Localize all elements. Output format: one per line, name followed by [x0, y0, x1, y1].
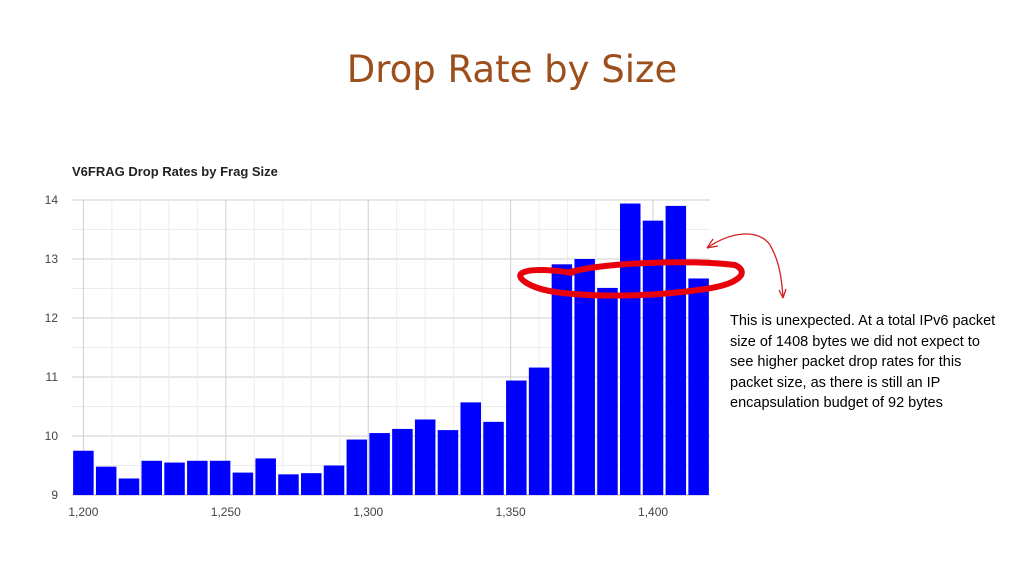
y-tick-label: 14	[45, 193, 59, 207]
bar	[642, 220, 664, 495]
slide-title: Drop Rate by Size	[346, 48, 678, 91]
bar	[369, 433, 390, 495]
bar	[95, 466, 117, 495]
bar	[460, 402, 482, 495]
bars	[73, 203, 709, 496]
highlight-ellipse	[517, 259, 745, 299]
bar	[437, 430, 459, 495]
x-tick-label: 1,400	[638, 505, 668, 519]
bar	[597, 287, 618, 495]
annotation-text: This is unexpected. At a total IPv6 pack…	[730, 313, 996, 412]
x-tick-label: 1,300	[353, 505, 383, 519]
axis-labels: 9 10 11 12 13 14 1,200 1,250 1,300 1,350 1,400	[45, 193, 669, 519]
bar	[346, 439, 368, 495]
y-tick-label: 9	[51, 488, 58, 502]
bar	[300, 473, 322, 495]
bar	[506, 380, 527, 495]
bar	[619, 203, 641, 496]
y-tick-label: 13	[45, 252, 59, 266]
arrow-head	[706, 238, 787, 299]
chart-title: V6FRAG Drop Rates by Frag Size	[72, 164, 278, 179]
bar	[483, 421, 504, 495]
x-tick-label: 1,350	[496, 505, 526, 519]
x-tick-label: 1,250	[211, 505, 241, 519]
bar	[73, 450, 94, 495]
bar	[232, 472, 254, 495]
bar	[688, 278, 709, 495]
bar	[141, 460, 163, 495]
bar	[392, 428, 413, 495]
bar	[323, 465, 345, 495]
bar	[551, 264, 573, 495]
y-tick-label: 12	[45, 311, 59, 325]
bar	[414, 419, 436, 495]
x-tick-label: 1,200	[68, 505, 98, 519]
y-tick-label: 10	[45, 429, 59, 443]
bar	[187, 460, 208, 495]
bar	[164, 462, 185, 495]
bar	[278, 474, 299, 495]
bar	[209, 460, 231, 495]
annotation-arrow	[706, 233, 784, 299]
bar	[574, 259, 595, 495]
bar	[528, 367, 550, 495]
bar	[255, 458, 276, 495]
y-tick-label: 11	[46, 370, 59, 384]
bar	[118, 478, 140, 495]
bar	[665, 205, 687, 495]
